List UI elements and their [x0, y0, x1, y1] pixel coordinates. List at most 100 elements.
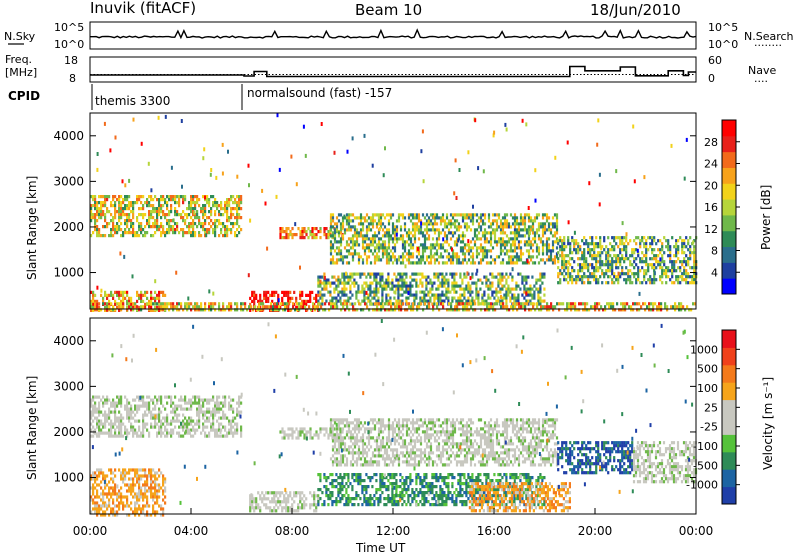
echo-cell: [269, 293, 272, 297]
echo-cell: [206, 425, 209, 429]
echo-cell: [132, 305, 135, 309]
echo-cell: [251, 293, 254, 297]
echo-cell: [124, 228, 127, 232]
echo-cell: [625, 278, 628, 282]
echo-cell: [126, 398, 129, 402]
echo-cell: [287, 290, 290, 294]
echo-cell: [529, 287, 532, 291]
echo-cell: [146, 231, 149, 235]
echo-cell: [381, 243, 385, 247]
echo-cell: [535, 231, 539, 235]
echo-cell: [591, 239, 594, 243]
y-tick-label: 1000: [53, 266, 84, 280]
echo-cell: [457, 296, 460, 300]
echo-cell: [551, 225, 555, 229]
echo-cell: [685, 137, 688, 142]
echo-cell: [188, 422, 191, 426]
echo-cell: [447, 258, 451, 262]
echo-cell: [188, 204, 191, 208]
echo-cell: [142, 416, 145, 420]
echo-cell: [166, 204, 169, 208]
echo-cell: [136, 308, 139, 312]
echo-cell: [410, 305, 413, 309]
echo-cell: [218, 204, 221, 208]
echo-cell: [142, 213, 145, 217]
echo-cell: [126, 501, 129, 505]
echo-cell: [411, 278, 414, 282]
echo-cell: [181, 184, 183, 189]
echo-cell: [98, 407, 101, 411]
echo-cell: [689, 281, 692, 285]
echo-cell: [678, 302, 681, 306]
echo-cell: [613, 272, 616, 276]
echo-cell: [462, 302, 465, 306]
echo-cell: [513, 228, 517, 232]
echo-cell: [90, 302, 93, 306]
echo-cell: [611, 281, 614, 285]
echo-cell: [208, 302, 211, 306]
echo-cell: [198, 204, 201, 208]
echo-cell: [417, 272, 420, 276]
echo-cell: [667, 254, 670, 258]
echo-cell: [525, 228, 529, 232]
echo-cell: [465, 284, 468, 288]
echo-cell: [617, 245, 620, 249]
echo-cell: [359, 213, 363, 217]
echo-cell: [259, 299, 262, 303]
echo-cell: [403, 243, 407, 247]
echo-cell: [98, 434, 101, 438]
echo-cell: [162, 204, 165, 208]
echo-cell: [580, 302, 583, 306]
echo-cell: [349, 252, 353, 256]
echo-cell: [497, 278, 500, 282]
echo-cell: [120, 228, 123, 232]
echo-cell: [126, 195, 129, 199]
echo-cell: [565, 245, 568, 249]
echo-cell: [377, 240, 381, 244]
echo-cell: [511, 249, 515, 253]
echo-cell: [349, 284, 352, 288]
echo-cell: [242, 302, 245, 306]
echo-cell: [375, 284, 378, 288]
echo-cell: [341, 281, 344, 285]
echo-cell: [110, 228, 113, 232]
echo-cell: [377, 246, 381, 250]
echo-cell: [555, 222, 559, 226]
echo-cell: [489, 222, 493, 226]
echo-cell: [553, 261, 557, 265]
echo-cell: [486, 305, 489, 309]
echo-cell: [608, 302, 611, 306]
echo-cell: [176, 228, 179, 232]
echo-cell: [347, 225, 351, 229]
echo-cell: [311, 236, 314, 240]
echo-cell: [126, 504, 129, 508]
echo-cell: [208, 416, 211, 420]
echo-cell: [335, 252, 339, 256]
echo-cell: [579, 245, 582, 249]
echo-cell: [96, 204, 99, 208]
echo-cell: [375, 299, 378, 303]
echo-cell: [166, 195, 169, 199]
echo-cell: [110, 492, 113, 496]
echo-cell: [114, 492, 117, 496]
echo-cell: [92, 231, 95, 235]
echo-cell: [499, 299, 502, 303]
echo-cell: [267, 290, 270, 294]
echo-cell: [190, 407, 193, 411]
echo-cell: [381, 246, 385, 250]
echo-cell: [204, 398, 207, 402]
echo-cell: [579, 263, 582, 267]
echo-cell: [461, 216, 465, 220]
echo-cell: [226, 210, 229, 214]
echo-cell: [236, 413, 239, 417]
echo-cell: [651, 251, 654, 255]
echo-cell: [635, 272, 638, 276]
echo-cell: [521, 219, 525, 223]
echo-cell: [517, 243, 521, 247]
echo-cell: [693, 278, 696, 282]
echo-cell: [323, 230, 326, 234]
echo-cell: [329, 261, 333, 265]
echo-cell: [166, 201, 169, 205]
echo-cell: [236, 410, 239, 414]
echo-cell: [437, 299, 440, 303]
